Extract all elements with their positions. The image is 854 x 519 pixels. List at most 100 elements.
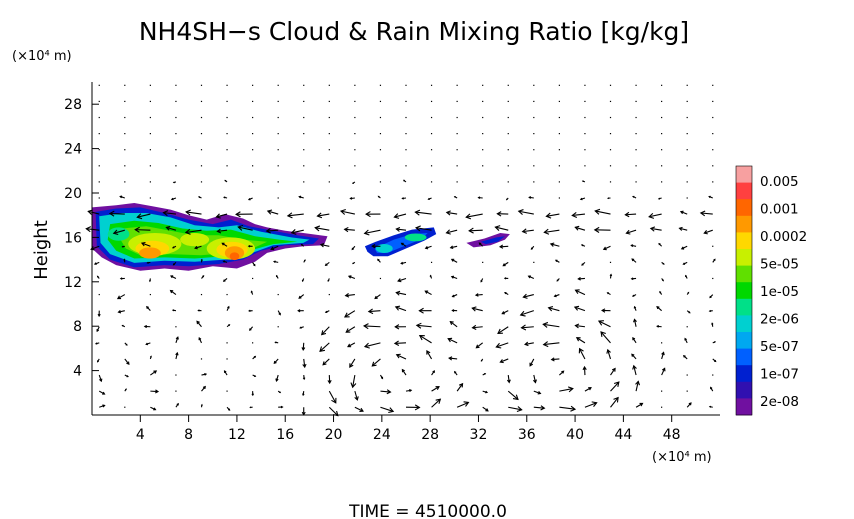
wind-vector <box>175 133 177 135</box>
wind-vector <box>533 390 542 395</box>
wind-vector <box>324 261 330 267</box>
wind-vector <box>274 341 279 344</box>
wind-vector <box>277 149 279 151</box>
wind-vector <box>405 165 407 167</box>
wind-vector <box>172 181 177 184</box>
wind-vector <box>581 180 586 183</box>
wind-vector <box>223 196 228 199</box>
wind-vector <box>302 374 306 381</box>
wind-vector <box>609 149 612 151</box>
wind-vector <box>301 342 306 351</box>
wind-vector <box>624 211 637 218</box>
wind-vector <box>558 197 560 199</box>
colorbar-frame <box>735 165 753 416</box>
wind-vector <box>482 84 484 86</box>
wind-vector <box>273 358 279 365</box>
wind-vector <box>98 84 100 86</box>
wind-vector <box>427 197 432 200</box>
wind-vector <box>196 320 202 328</box>
wind-vector <box>98 116 100 119</box>
wind-vector <box>303 84 305 86</box>
wind-vector <box>482 181 484 183</box>
wind-vector <box>521 228 534 234</box>
y-tick-label: 4 <box>73 364 82 380</box>
wind-vector <box>265 227 279 234</box>
wind-vector <box>116 294 126 300</box>
wind-vector <box>632 195 637 199</box>
wind-vector <box>200 358 203 360</box>
wind-vector <box>374 294 381 300</box>
wind-vector <box>522 293 534 299</box>
wind-vector <box>482 100 484 103</box>
wind-vector <box>252 84 254 86</box>
wind-vector <box>277 310 281 316</box>
wind-vector <box>635 100 637 103</box>
wind-vector <box>339 209 355 215</box>
wind-vector <box>226 84 228 86</box>
wind-vector <box>302 358 307 369</box>
wind-vector <box>709 294 714 299</box>
wind-vector <box>328 293 330 296</box>
wind-vector <box>371 244 381 249</box>
wind-vector <box>266 209 279 215</box>
wind-vector <box>303 181 305 183</box>
wind-vector <box>148 278 152 283</box>
wind-vector <box>394 324 407 330</box>
wind-vector <box>149 133 151 135</box>
wind-vector <box>371 358 381 367</box>
wind-vector <box>85 226 100 233</box>
wind-vector <box>136 213 151 220</box>
wind-vector <box>252 355 257 360</box>
wind-vector <box>482 261 484 263</box>
wind-vector <box>482 373 487 376</box>
wind-vector <box>584 84 586 86</box>
wind-vector <box>635 149 637 151</box>
wind-vector <box>456 382 464 392</box>
wind-vector <box>149 181 151 183</box>
wind-vector <box>661 133 663 135</box>
wind-vector <box>405 100 407 103</box>
wind-vector <box>363 229 381 236</box>
wind-vector <box>197 309 202 312</box>
wind-vector <box>363 342 381 349</box>
colorbar-swatch <box>736 232 752 250</box>
wind-vector <box>445 210 458 216</box>
wind-vector <box>248 309 253 313</box>
wind-vector <box>98 100 100 103</box>
wind-vector <box>635 181 637 183</box>
wind-vector <box>171 245 177 249</box>
wind-vector <box>657 197 662 200</box>
wind-vector <box>456 84 458 86</box>
wind-vector <box>124 116 126 119</box>
wind-vector <box>303 133 305 135</box>
wind-vector <box>328 84 330 86</box>
wind-vector <box>609 181 612 183</box>
wind-vector <box>200 116 203 119</box>
wind-vector <box>575 337 586 344</box>
wind-vector <box>558 84 560 86</box>
wind-vector <box>286 212 304 219</box>
wind-vector <box>124 84 126 86</box>
wind-vector <box>686 291 690 295</box>
wind-vector <box>303 165 305 167</box>
wind-vector <box>633 318 637 327</box>
wind-vector <box>508 406 523 413</box>
wind-vector <box>659 290 663 295</box>
wind-vector <box>451 294 458 298</box>
wind-vector <box>661 390 663 392</box>
wind-vector <box>124 133 126 135</box>
wind-vector <box>98 149 100 151</box>
wind-vector <box>252 100 254 103</box>
wind-vector <box>184 228 202 235</box>
wind-vector <box>277 116 279 119</box>
x-tick-label: 20 <box>325 427 343 443</box>
wind-vector <box>146 305 151 312</box>
wind-vector <box>379 374 384 380</box>
wind-vector-field <box>85 84 717 417</box>
wind-vector <box>201 385 206 392</box>
wind-vector <box>533 116 535 119</box>
wind-vector <box>96 326 100 333</box>
wind-vector <box>682 261 688 265</box>
wind-vector <box>149 149 151 151</box>
wind-vector <box>98 390 106 395</box>
